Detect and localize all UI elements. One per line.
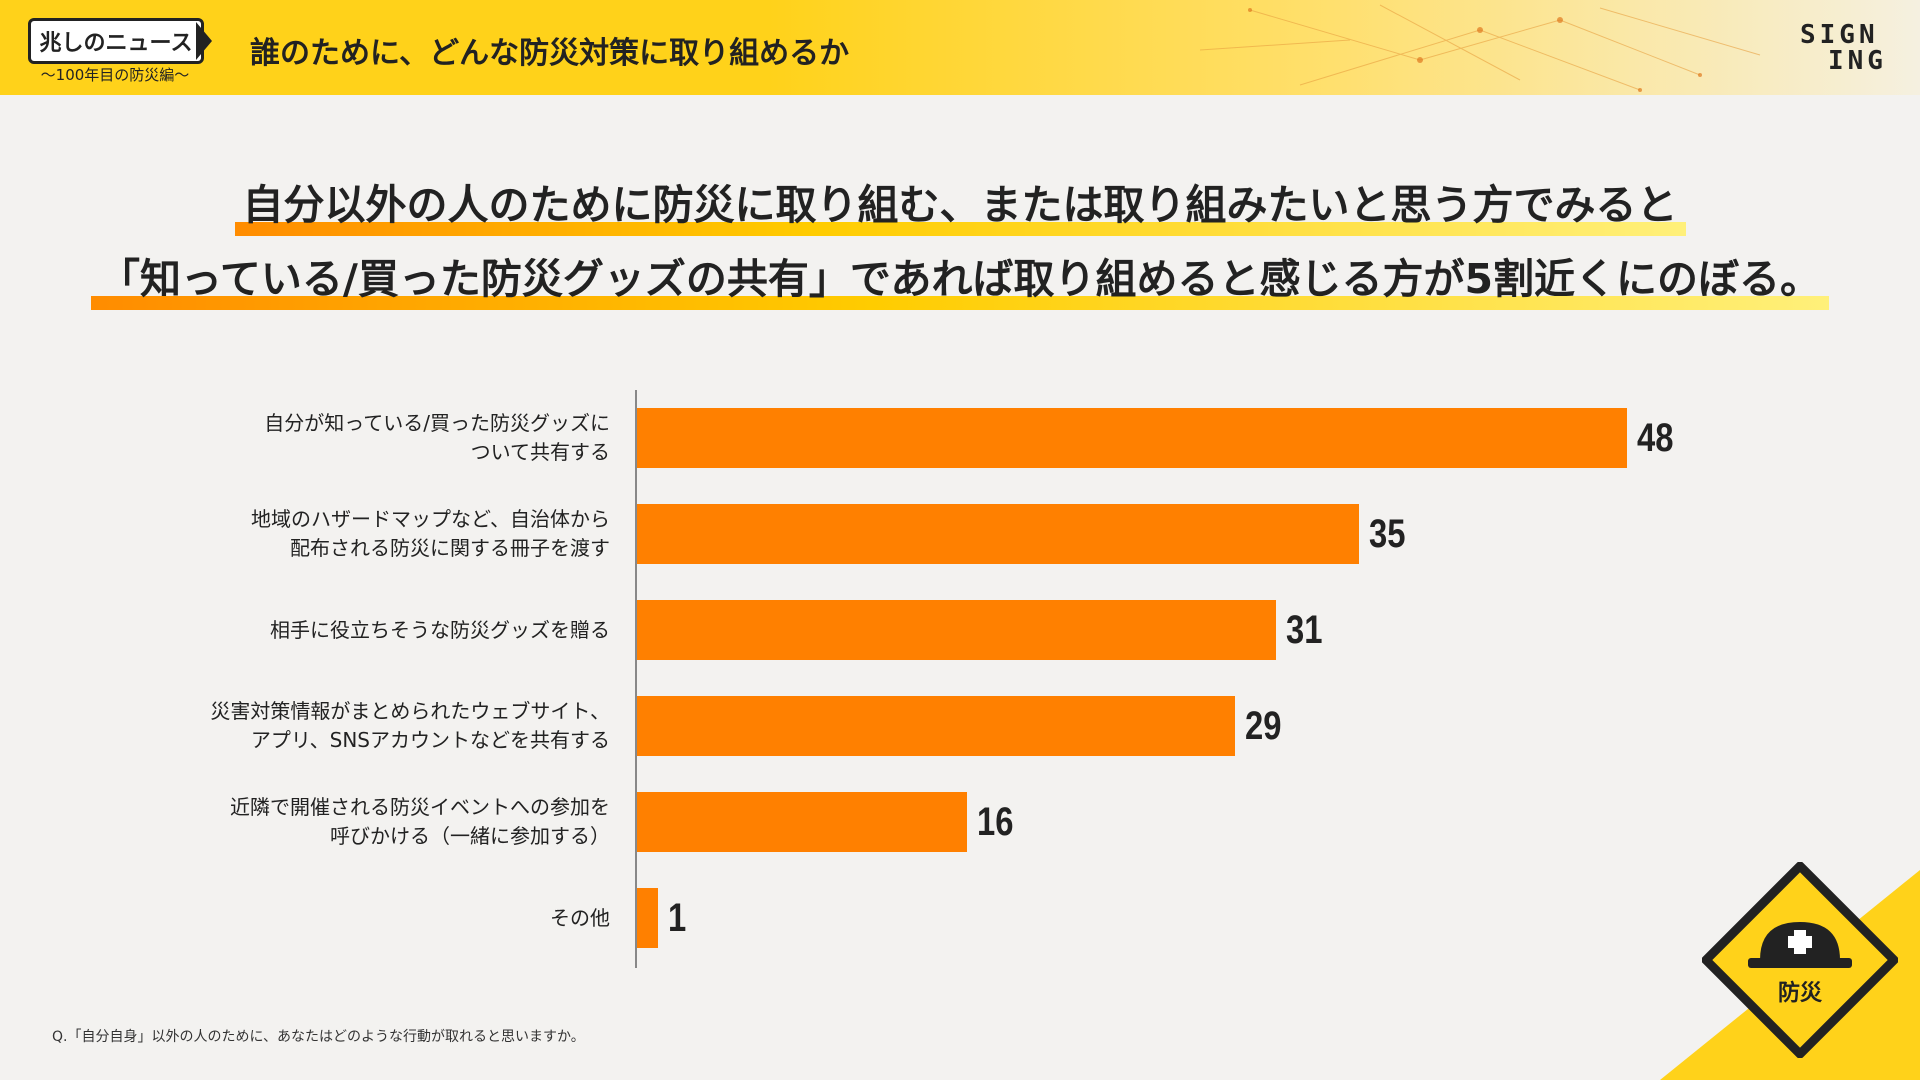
logo-subtitle: 〜100年目の防災編〜 xyxy=(40,66,190,84)
header-band: 兆しのニュース 〜100年目の防災編〜 誰のために、どんな防災対策に取り組めるか… xyxy=(0,0,1920,95)
bar xyxy=(637,888,658,948)
bar xyxy=(637,696,1236,756)
value-label: 35 xyxy=(1368,511,1406,556)
category-label: 災害対策情報がまとめられたウェブサイト、 アプリ、SNSアカウントなどを共有する xyxy=(210,699,610,752)
page-title: 誰のために、どんな防災対策に取り組めるか xyxy=(250,36,850,71)
warning-sign: 防災 xyxy=(1702,862,1898,1058)
category-label: その他 xyxy=(550,905,610,930)
headline-line-1: 自分以外の人のために防災に取り組む、または取り組みたいと思う方でみると xyxy=(234,168,1686,242)
logo-text: 兆しのニュース xyxy=(39,31,193,56)
value-label: 48 xyxy=(1637,415,1674,460)
brand-line-2: ING xyxy=(1828,46,1887,76)
chart-row: 地域のハザードマップなど、自治体から 配布される防災に関する冊子を渡す 35 xyxy=(0,504,1920,564)
bar xyxy=(637,600,1277,660)
category-label: 近隣で開催される防災イベントへの参加を 呼びかける（一緒に参加する） xyxy=(230,795,610,848)
network-decoration xyxy=(1199,4,1761,92)
value-label: 31 xyxy=(1286,607,1323,652)
brand-line-1: SIGN xyxy=(1800,20,1879,50)
bar xyxy=(637,792,967,852)
value-label: 29 xyxy=(1245,703,1282,748)
chart-row: 災害対策情報がまとめられたウェブサイト、 アプリ、SNSアカウントなどを共有する… xyxy=(0,696,1920,756)
category-label: 自分が知っている/買った防災グッズに ついて共有する xyxy=(264,411,610,464)
headline: 自分以外の人のために防災に取り組む、または取り組みたいと思う方でみると 「知って… xyxy=(0,168,1920,316)
logo-arrow-icon xyxy=(196,22,212,60)
chart-row: 相手に役立ちそうな防災グッズを贈る 31 xyxy=(0,600,1920,660)
sign-label: 防災 xyxy=(1778,981,1823,1006)
value-label: 16 xyxy=(977,799,1014,844)
bar xyxy=(637,408,1627,468)
headline-line-2: 「知っている/買った防災グッズの共有」であれば取り組めると感じる方が5割近くにの… xyxy=(90,242,1830,316)
bar xyxy=(637,504,1359,564)
helmet-icon xyxy=(1748,922,1852,968)
category-label: 相手に役立ちそうな防災グッズを贈る xyxy=(270,617,610,642)
category-label: 地域のハザードマップなど、自治体から 配布される防災に関する冊子を渡す xyxy=(251,507,610,560)
chart-row: その他 1 xyxy=(0,888,1920,948)
footnote: Q.「自分自身」以外の人のために、あなたはどのような行動が取れると思いますか。 xyxy=(52,1029,585,1045)
chart-row: 自分が知っている/買った防災グッズに ついて共有する 48 xyxy=(0,408,1920,468)
logo: 兆しのニュース xyxy=(28,18,204,64)
bar-chart: 自分が知っている/買った防災グッズに ついて共有する 48 地域のハザードマップなど… xyxy=(0,390,1920,970)
chart-row: 近隣で開催される防災イベントへの参加を 呼びかける（一緒に参加する） 16 xyxy=(0,792,1920,852)
value-label: 1 xyxy=(667,895,686,940)
brand-logo: SIGN ING xyxy=(1800,22,1896,74)
chart-axis xyxy=(635,390,637,968)
